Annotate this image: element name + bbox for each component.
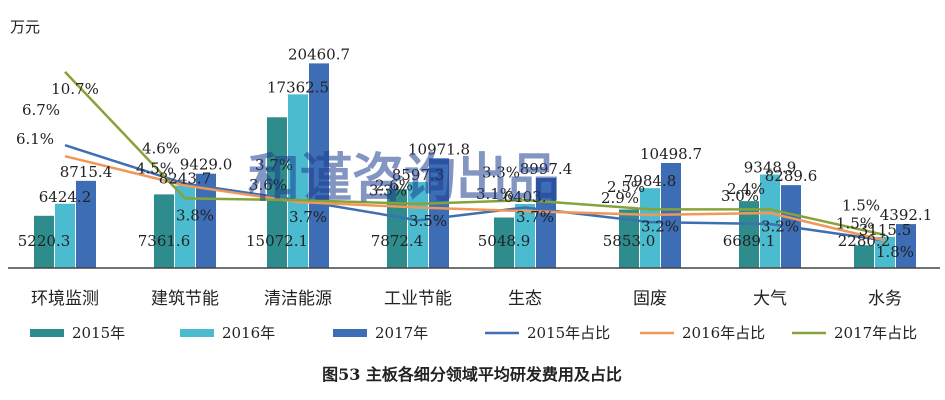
ratio-label-2017年占比-工业节能: 3.5% <box>409 212 447 230</box>
bar-2015年-生态 <box>494 217 514 268</box>
bar-2017年-清洁能源 <box>309 63 329 268</box>
ratio-label-2016年占比-水务: 1.5% <box>836 215 874 233</box>
value-label-2016年-固废: 7984.8 <box>624 172 677 190</box>
value-label-2017年-生态: 8997.4 <box>520 160 573 178</box>
ratio-label-2016年占比-工业节能: 3.3% <box>369 182 407 200</box>
bar-2015年-建筑节能 <box>154 194 174 268</box>
ratio-label-2015年占比-固废: 2.5% <box>607 178 645 196</box>
figure-caption: 图53 主板各细分领域平均研发费用及占比 <box>322 365 622 384</box>
value-label-2016年-大气: 9348.9 <box>744 159 797 177</box>
legend-swatch-2016年 <box>180 329 214 337</box>
ratio-label-2016年占比-环境监测: 6.1% <box>16 130 54 148</box>
bar-2016年-生态 <box>515 203 535 268</box>
line-2016年占比 <box>64 154 886 242</box>
ratio-label-2017年占比-固废: 3.2% <box>641 217 679 235</box>
line-group <box>64 70 886 242</box>
data-label-group: 5220.3 7361.6 15072.1 7872.4 5048.9 5853.0 668… <box>16 45 932 261</box>
value-label-2015年-水务: 2280.2 <box>838 232 891 250</box>
ratio-label-2017年占比-大气: 3.2% <box>761 217 799 235</box>
legend-swatch-2015年 <box>30 329 64 337</box>
line-2017年占比 <box>64 70 886 237</box>
value-label-2017年-固废: 10498.7 <box>640 145 702 163</box>
value-label-2017年-大气: 8289.6 <box>765 167 818 185</box>
watermark: 和谨咨询出品 <box>248 148 560 209</box>
bar-2016年-大气 <box>760 174 780 268</box>
legend-label-2017年: 2017年 <box>375 324 428 342</box>
value-label-2015年-环境监测: 5220.3 <box>18 232 71 250</box>
value-label-2015年-生态: 5048.9 <box>478 232 531 250</box>
bar-2015年-环境监测 <box>34 215 54 268</box>
legend-label-2016年占比: 2016年占比 <box>682 324 765 342</box>
value-label-2015年-固废: 5853.0 <box>603 232 656 250</box>
bar-2016年-环境监测 <box>55 203 75 268</box>
y-axis-unit: 万元 <box>10 18 40 36</box>
line-2015年占比 <box>64 143 886 242</box>
legend: 2015年 2016年 2017年 2015年占比 2016年占比 2017年占比 <box>30 324 917 342</box>
bar-2017年-工业节能 <box>429 158 449 268</box>
bar-2016年-水务 <box>875 236 895 268</box>
category-label-水务: 水务 <box>868 289 902 309</box>
value-label-2016年-水务: 3115.5 <box>859 221 912 239</box>
category-label-大气: 大气 <box>753 289 787 309</box>
ratio-label-2017年占比-水务: 1.8% <box>876 243 914 261</box>
category-label-建筑节能: 建筑节能 <box>151 289 219 309</box>
value-label-2016年-生态: 6403. <box>504 188 547 206</box>
ratio-label-2015年占比-清洁能源: 3.7% <box>255 156 293 174</box>
value-label-2016年-环境监测: 6424.2 <box>39 188 92 206</box>
value-label-2016年-工业节能: 8597.3 <box>392 166 445 184</box>
bar-2017年-建筑节能 <box>196 173 216 268</box>
category-label-清洁能源: 清洁能源 <box>264 289 332 309</box>
value-label-2017年-工业节能: 10971.8 <box>408 140 470 158</box>
ratio-label-2015年占比-水务: 1.5% <box>842 197 880 215</box>
bar-2017年-水务 <box>896 224 916 268</box>
ratio-label-2016年占比-建筑节能: 4.5% <box>136 160 174 178</box>
category-label-生态: 生态 <box>508 289 542 309</box>
value-label-2017年-环境监测: 8715.4 <box>60 163 113 181</box>
ratio-label-2017年占比-建筑节能: 3.8% <box>176 206 214 224</box>
legend-label-2017年占比: 2017年占比 <box>834 324 917 342</box>
value-label-2017年-水务: 4392.1 <box>880 206 933 224</box>
legend-label-2015年: 2015年 <box>72 324 125 342</box>
ratio-label-2017年占比-清洁能源: 3.7% <box>289 208 327 226</box>
value-label-2017年-清洁能源: 20460.7 <box>288 45 350 63</box>
ratio-label-2016年占比-清洁能源: 3.6% <box>249 176 287 194</box>
bar-2015年-工业节能 <box>387 189 407 268</box>
ratio-label-2016年占比-大气: 3.0% <box>721 187 759 205</box>
value-label-2017年-建筑节能: 9429.0 <box>180 156 233 174</box>
value-label-2016年-建筑节能: 8243.7 <box>159 170 212 188</box>
value-label-2015年-建筑节能: 7361.6 <box>138 232 191 250</box>
bar-2016年-建筑节能 <box>175 185 195 268</box>
ratio-label-2016年占比-生态: 3.1% <box>476 185 514 203</box>
bar-2015年-大气 <box>739 201 759 268</box>
bar-group <box>34 63 916 269</box>
ratio-label-2015年占比-大气: 2.4% <box>727 180 765 198</box>
bar-2016年-清洁能源 <box>288 94 308 268</box>
ratio-label-2015年占比-工业节能: 2.6% <box>375 176 413 194</box>
bar-2017年-环境监测 <box>76 180 96 268</box>
bar-2015年-水务 <box>854 245 874 268</box>
value-label-2015年-清洁能源: 15072.1 <box>246 232 308 250</box>
category-label-环境监测: 环境监测 <box>31 289 99 309</box>
ratio-label-2015年占比-环境监测: 6.7% <box>22 101 60 119</box>
legend-swatch-2017年 <box>333 329 367 337</box>
category-label-固废: 固废 <box>633 289 667 309</box>
category-label-group: 环境监测 建筑节能 清洁能源 工业节能 生态 固废 大气 水务 <box>31 289 902 309</box>
ratio-label-2016年占比-固废: 2.9% <box>601 189 639 207</box>
value-label-2016年-清洁能源: 17362.5 <box>267 78 329 96</box>
ratio-label-2015年占比-生态: 3.3% <box>482 164 520 182</box>
legend-label-2015年占比: 2015年占比 <box>527 324 610 342</box>
category-label-工业节能: 工业节能 <box>384 289 452 309</box>
ratio-label-2015年占比-建筑节能: 4.6% <box>142 140 180 158</box>
value-label-2015年-工业节能: 7872.4 <box>371 232 424 250</box>
bar-2015年-固废 <box>619 209 639 268</box>
ratio-label-2017年占比-环境监测: 10.7% <box>51 80 99 98</box>
value-label-2015年-大气: 6689.1 <box>723 232 776 250</box>
ratio-label-2017年占比-生态: 3.7% <box>516 208 554 226</box>
legend-label-2016年: 2016年 <box>222 324 275 342</box>
bar-2015年-清洁能源 <box>267 117 287 269</box>
